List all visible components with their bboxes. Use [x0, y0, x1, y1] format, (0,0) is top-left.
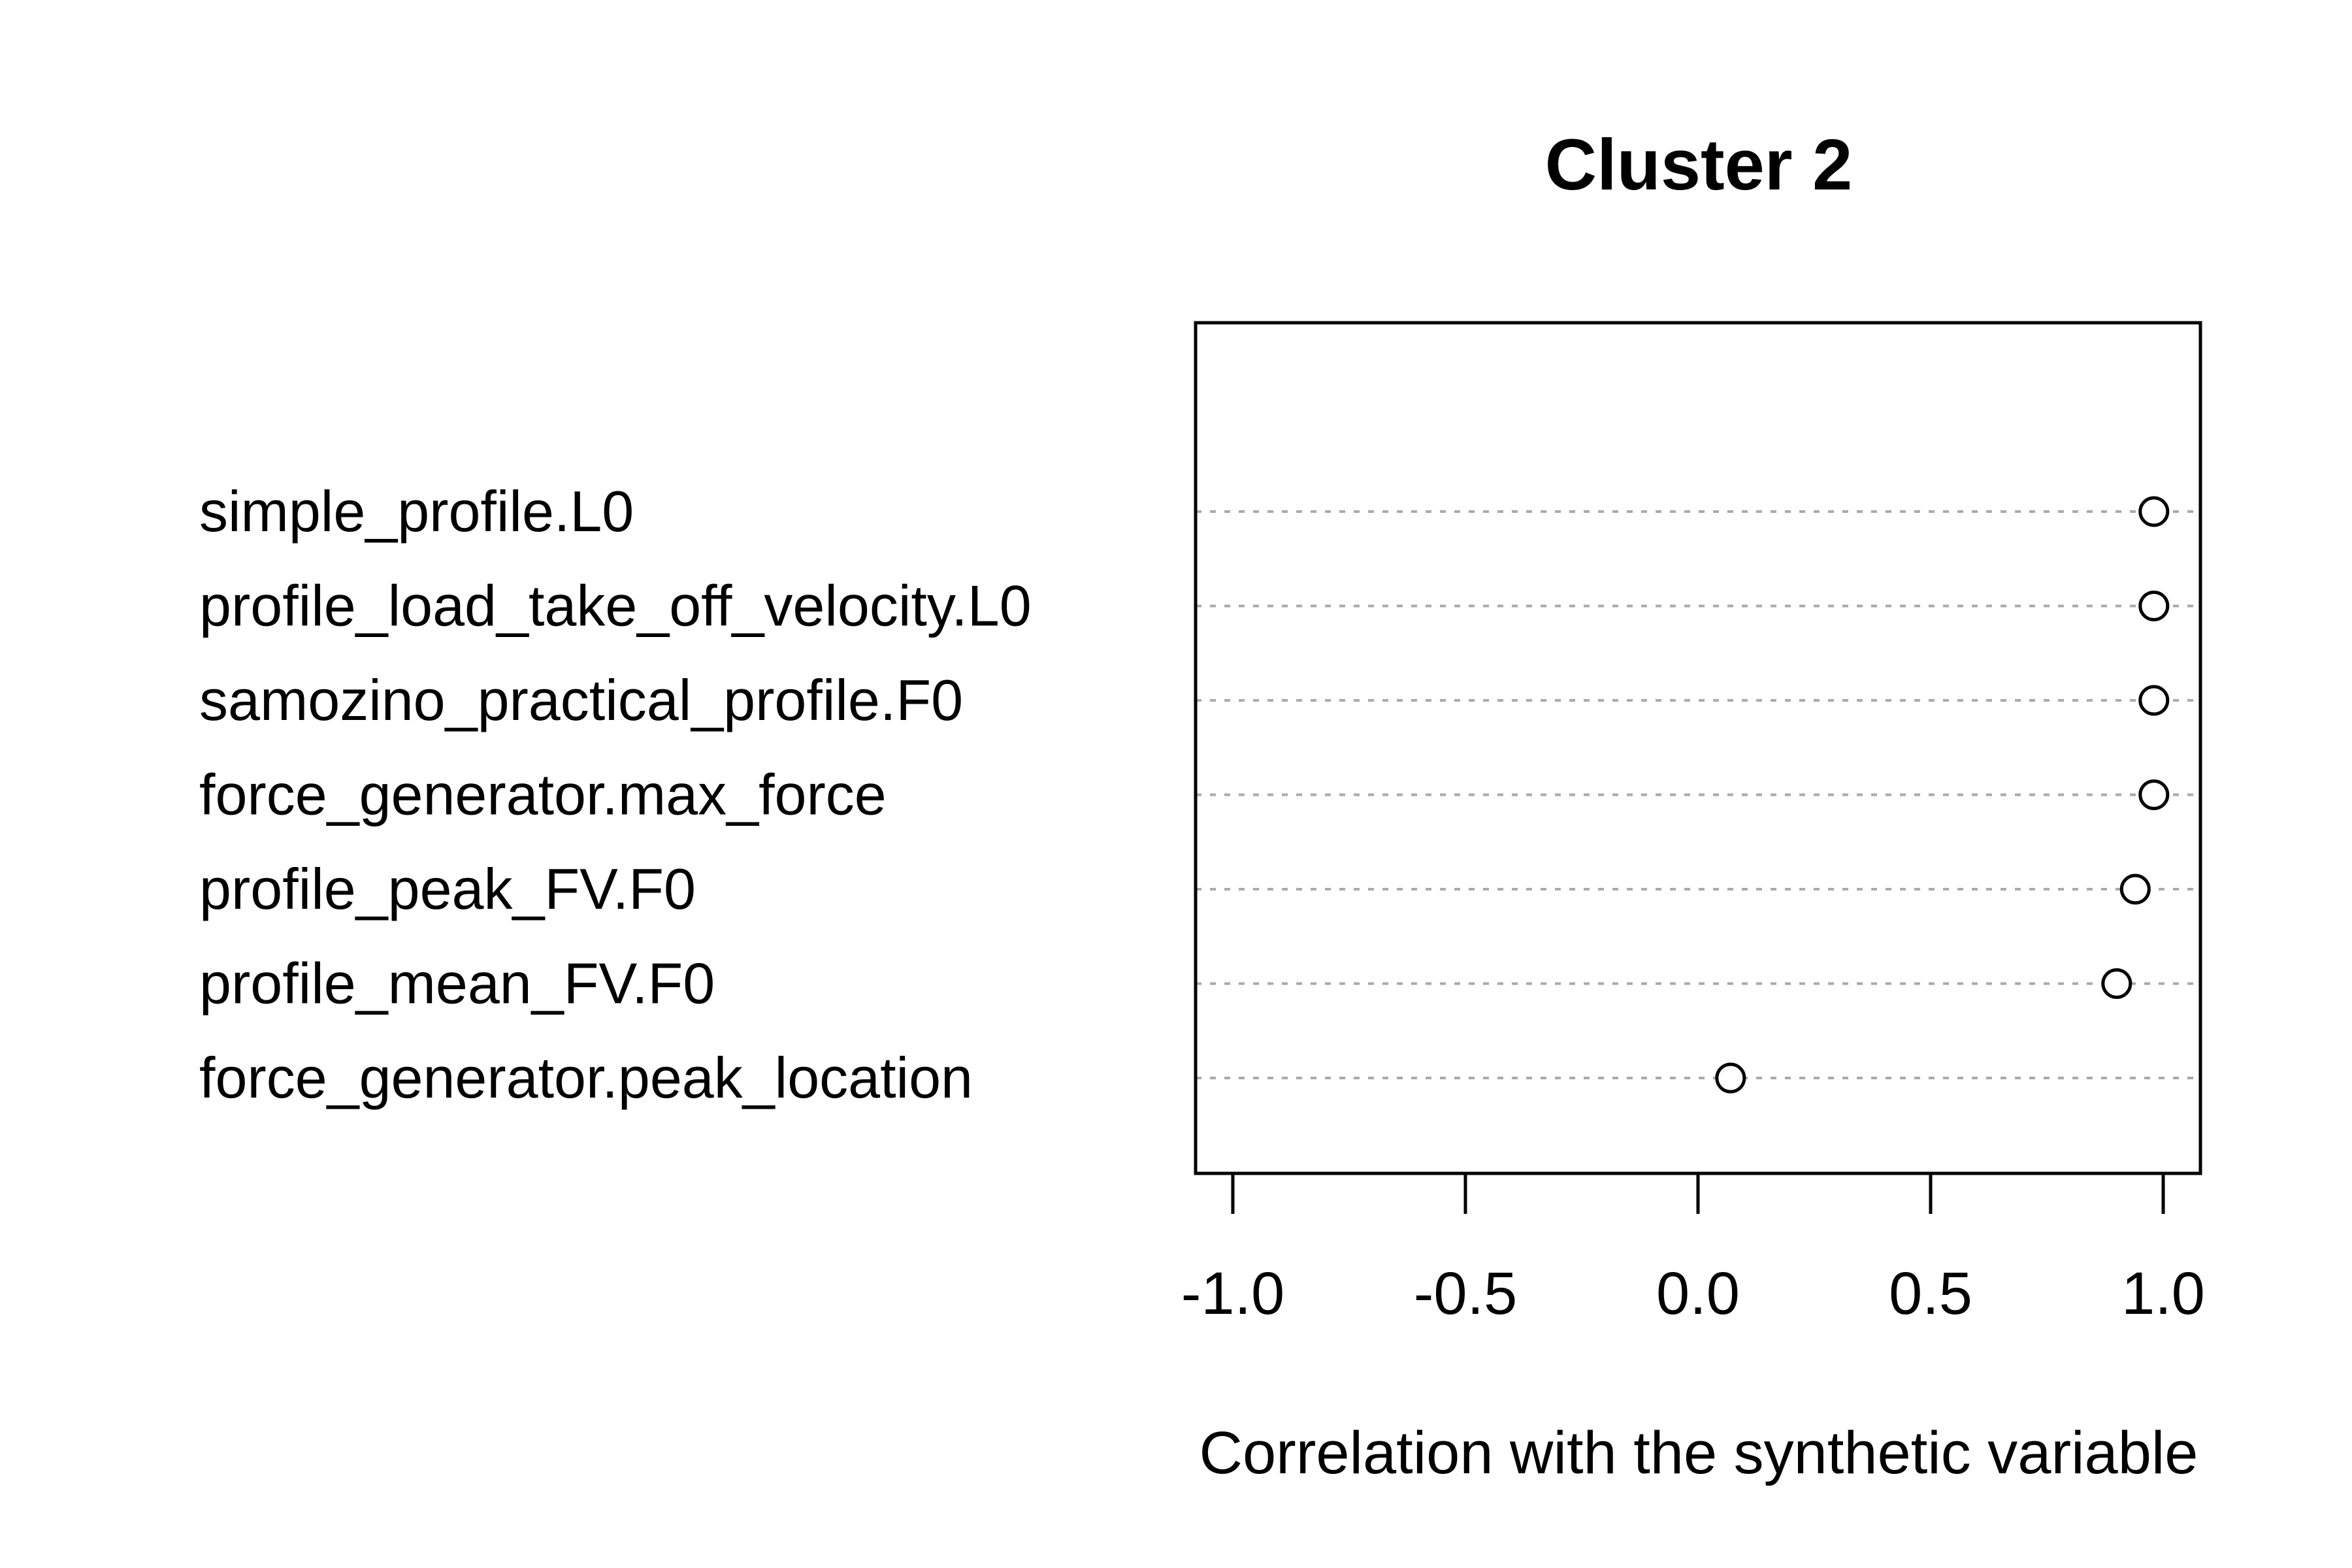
data-point	[2138, 591, 2170, 621]
data-point	[2119, 874, 2151, 905]
category-label: simple_profile.L0	[199, 479, 634, 544]
category-label: samozino_practical_profile.F0	[199, 668, 963, 732]
data-points	[1715, 496, 2170, 1094]
data-point	[2138, 685, 2170, 716]
chart-title: Cluster 2	[1545, 125, 1853, 205]
data-point	[2138, 779, 2170, 810]
category-label: profile_peak_FV.F0	[199, 857, 696, 921]
category-label: force_generator.peak_location	[199, 1045, 973, 1110]
x-tick-label: 0.5	[1889, 1260, 1972, 1327]
category-label: profile_mean_FV.F0	[199, 951, 715, 1016]
grid-lines	[1196, 510, 2200, 1079]
x-tick-label: -1.0	[1181, 1260, 1285, 1327]
x-axis: -1.0 -0.5 0.0 0.5 1.0	[1181, 1173, 2205, 1327]
x-tick-label: 0.0	[1656, 1260, 1740, 1327]
category-label: profile_load_take_off_velocity.L0	[199, 574, 1032, 638]
data-point	[1715, 1062, 1746, 1094]
x-tick-label: -0.5	[1414, 1260, 1518, 1327]
category-label: force_generator.max_force	[199, 762, 887, 827]
x-axis-label: Correlation with the synthetic variable	[1200, 1420, 2198, 1486]
data-point	[2101, 968, 2132, 999]
data-point	[2138, 496, 2170, 527]
category-labels: simple_profile.L0 profile_load_take_off_v…	[199, 479, 1032, 1110]
x-tick-label: 1.0	[2121, 1260, 2205, 1327]
